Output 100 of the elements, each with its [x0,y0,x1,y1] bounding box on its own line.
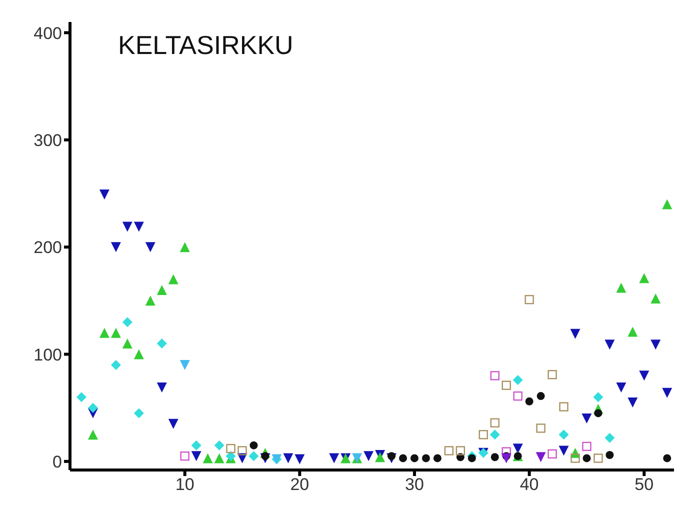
point [616,382,626,392]
point [616,282,626,293]
point [513,391,522,401]
point [156,382,167,392]
point [110,328,121,338]
point [593,392,604,402]
point [502,447,511,456]
point [525,397,534,406]
point [180,242,190,252]
point [168,418,178,429]
point [582,454,591,462]
point [88,430,98,440]
point [433,454,442,462]
point [134,349,144,360]
point [490,430,500,440]
point [250,441,258,450]
y-tick-label: 0 [52,452,62,472]
point [110,360,121,370]
point [559,402,568,412]
point [410,454,418,462]
point [122,338,132,349]
point [501,453,512,464]
point [180,360,190,370]
point [558,430,569,440]
point [399,454,408,462]
point [168,274,178,284]
point [512,374,523,385]
point [570,454,580,463]
point [548,449,557,459]
point [88,402,98,413]
point [490,371,500,380]
point [283,453,294,464]
point [594,409,602,418]
y-tick-label: 400 [34,24,62,43]
point [99,190,110,200]
point [604,340,615,350]
point [191,451,202,462]
point [639,273,650,284]
point [662,199,672,210]
point [294,454,305,464]
point [444,446,454,456]
point [548,370,557,380]
point [570,328,580,339]
point [145,296,156,306]
point [180,451,190,461]
point [99,328,110,338]
point [388,452,396,460]
point [594,454,603,463]
point [456,446,466,456]
point [628,397,638,408]
point [248,451,259,462]
point [490,418,500,428]
point [214,453,224,464]
point [122,222,132,232]
y-tick-label: 300 [34,130,62,150]
point [364,451,374,462]
point [536,452,546,462]
point [606,450,614,459]
point [650,340,661,350]
x-tick-label: 10 [175,475,194,494]
point [156,338,167,349]
point [226,444,236,454]
point [604,432,615,443]
x-tick-label: 30 [405,475,424,494]
point [422,454,430,462]
point [134,222,144,232]
x-tick-label: 40 [520,475,539,494]
x-tick-label: 50 [634,475,654,494]
point [663,454,672,462]
point [628,326,638,337]
point [478,430,488,440]
point [238,446,247,456]
point [502,380,511,390]
x-tick-label: 20 [290,475,310,494]
point [329,453,340,464]
point [536,424,546,433]
point [375,452,386,462]
point [134,408,144,418]
point [122,317,132,328]
point [191,440,202,450]
point [524,294,534,304]
chart-title: KELTASIRKKU [118,30,294,61]
point [639,370,650,381]
point [261,452,270,460]
point [582,414,592,424]
point [582,442,592,452]
point [512,444,523,454]
point [156,284,167,295]
point [202,453,213,464]
point [662,388,672,398]
point [536,392,545,400]
point [76,392,86,402]
y-tick-label: 200 [34,238,62,258]
point [490,453,499,462]
point [145,242,156,252]
y-tick-label: 100 [34,345,62,364]
point [650,294,661,304]
point [110,242,121,252]
point [214,440,224,450]
point [468,454,476,462]
